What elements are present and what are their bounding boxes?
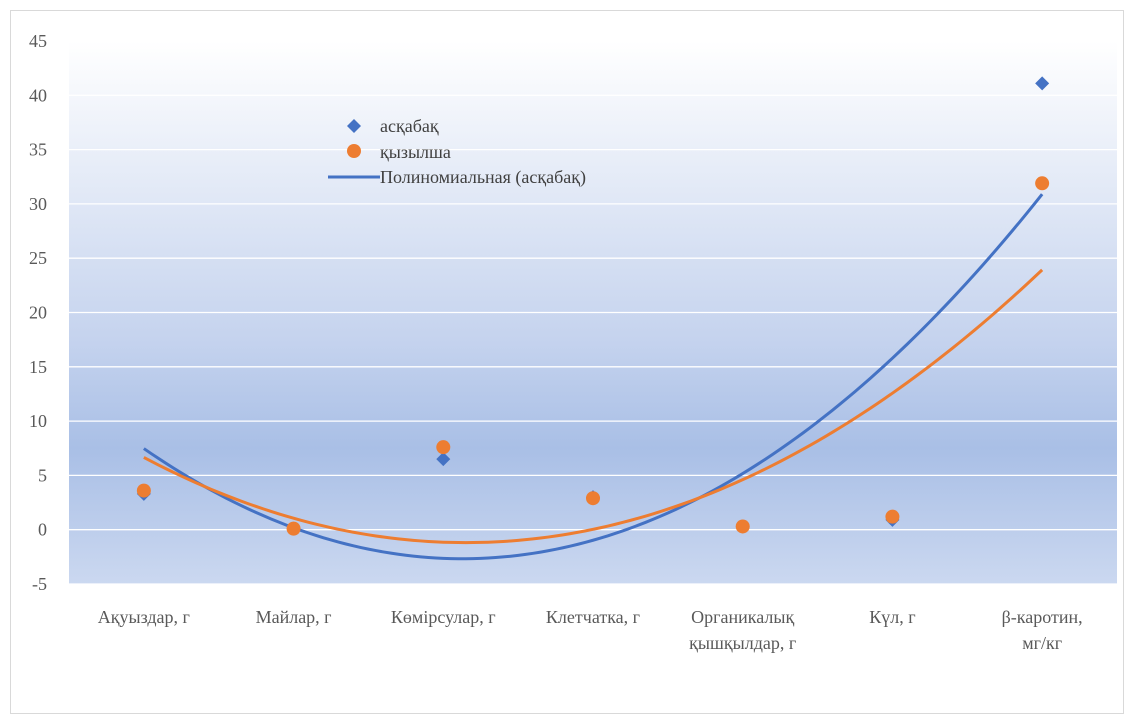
data-point-series-2 bbox=[885, 509, 900, 524]
y-tick-label: 40 bbox=[29, 85, 47, 105]
legend-label-series-2: қызылша bbox=[380, 142, 451, 162]
data-point-series-2 bbox=[586, 491, 600, 506]
x-tick-label: Органикалық қышқылдар, г bbox=[689, 607, 796, 653]
y-tick-label: 5 bbox=[38, 465, 47, 485]
y-tick-label: 30 bbox=[29, 194, 47, 214]
legend-label-series-1: асқабақ bbox=[380, 116, 439, 136]
x-tick-label: β-каротин, мг/кг bbox=[1002, 607, 1083, 653]
data-point-series-1 bbox=[436, 452, 451, 467]
x-tick-label: Ақуыздар, г bbox=[98, 607, 190, 627]
y-tick-label: 0 bbox=[38, 520, 47, 540]
data-point-series-2 bbox=[735, 519, 750, 534]
y-tick-label: -5 bbox=[32, 574, 47, 594]
data-points bbox=[136, 76, 1050, 536]
x-tick-label: Клетчатка, г bbox=[546, 607, 640, 627]
x-tick-label: Көмірсулар, г bbox=[391, 607, 496, 627]
legend-marker-diamond bbox=[347, 119, 361, 133]
y-tick-label: 35 bbox=[29, 140, 47, 160]
legend-label-trendline: Полиномиальная (асқабақ) bbox=[380, 167, 586, 188]
y-tick-label: 45 bbox=[29, 31, 47, 51]
chart: -5 0 5 10 15 20 25 30 35 40 45 Ақуыздар, г Майлар, … bbox=[29, 31, 1117, 653]
data-point-series-2 bbox=[1035, 176, 1050, 191]
y-tick-label: 20 bbox=[29, 303, 47, 323]
legend: асқабақ қызылша Полиномиальная (асқабақ) bbox=[328, 116, 586, 188]
y-axis-tick-labels: -5 0 5 10 15 20 25 30 35 40 45 bbox=[29, 31, 47, 594]
data-point-series-1 bbox=[1035, 76, 1050, 91]
y-tick-label: 15 bbox=[29, 357, 47, 377]
y-tick-label: 25 bbox=[29, 248, 47, 268]
x-tick-label: Күл, г bbox=[869, 607, 915, 627]
trendline-series-2 bbox=[143, 268, 1044, 545]
x-axis-tick-labels: Ақуыздар, г Майлар, г Көмірсулар, г Клетчат… bbox=[98, 607, 1083, 653]
data-point-series-2 bbox=[436, 440, 451, 455]
data-point-series-2 bbox=[286, 521, 301, 536]
y-tick-label: 10 bbox=[29, 411, 47, 431]
x-tick-label: Майлар, г bbox=[256, 607, 332, 627]
chart-frame: -5 0 5 10 15 20 25 30 35 40 45 Ақуыздар, г Майлар, … bbox=[10, 10, 1124, 714]
data-point-series-2 bbox=[136, 483, 151, 498]
legend-marker-circle bbox=[347, 144, 361, 158]
